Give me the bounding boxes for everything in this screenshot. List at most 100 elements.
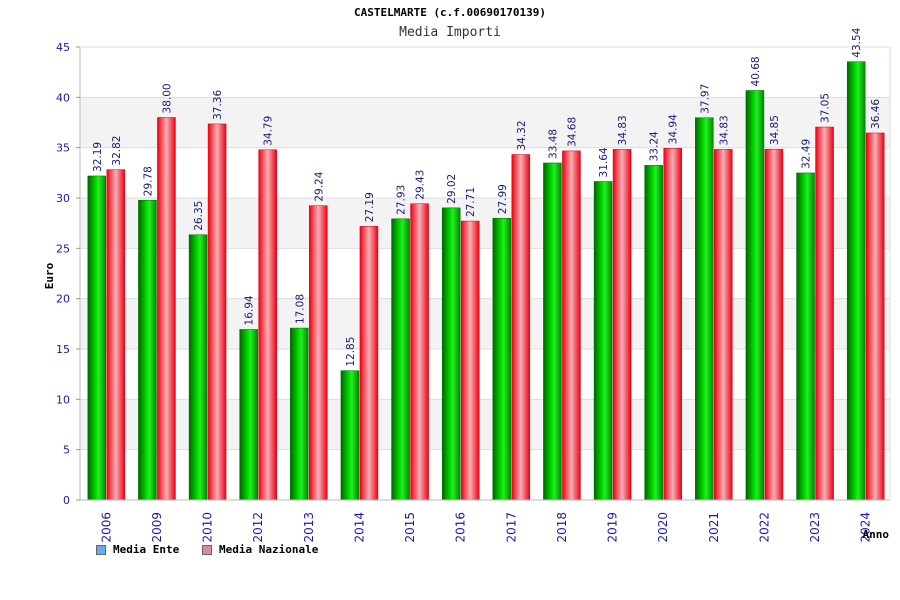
bars-group — [87, 61, 885, 501]
y-tick-label: 0 — [63, 494, 70, 507]
y-tick-label: 5 — [63, 444, 70, 457]
bar-media-nazionale-2023 — [815, 126, 834, 501]
legend-label-media-ente: Media Ente — [113, 543, 180, 556]
legend-swatch-media-ente — [96, 544, 106, 555]
y-axis-label: Euro — [43, 262, 56, 289]
value-label: 29.43 — [415, 170, 427, 200]
value-label: 37.05 — [820, 93, 832, 123]
x-tick-label: 2021 — [707, 512, 721, 543]
bar-media-ente-2016 — [441, 207, 461, 501]
bar-media-ente-2012 — [239, 329, 258, 501]
bar-media-ente-2009 — [138, 199, 157, 501]
bar-media-nazionale-2016 — [460, 220, 480, 501]
y-tick-label: 10 — [56, 393, 70, 406]
x-tick-label: 2014 — [352, 512, 366, 543]
bar-media-nazionale-2010 — [207, 123, 227, 501]
value-label: 16.94 — [244, 295, 256, 325]
value-label: 43.54 — [851, 27, 863, 57]
bar-media-nazionale-2021 — [714, 149, 733, 501]
value-label: 29.24 — [313, 171, 325, 201]
bar-media-ente-2006 — [87, 175, 107, 501]
bar-media-nazionale-2014 — [359, 226, 379, 501]
x-tick-label: 2020 — [656, 512, 670, 543]
value-label: 32.49 — [801, 139, 813, 169]
value-label: 36.46 — [870, 99, 882, 129]
bar-media-ente-2022 — [745, 90, 765, 501]
plot-band — [80, 47, 890, 98]
chart-title: CASTELMARTE (c.f.00690170139) — [353, 6, 547, 19]
bar-media-nazionale-2015 — [410, 203, 429, 501]
y-tick-label: 15 — [56, 343, 70, 356]
value-label: 29.02 — [446, 174, 458, 204]
x-tick-label: 2013 — [302, 512, 316, 543]
value-label: 29.78 — [142, 166, 154, 196]
bar-media-nazionale-2019 — [612, 149, 632, 501]
bar-media-ente-2024 — [846, 61, 866, 501]
value-label: 33.24 — [649, 131, 661, 161]
x-tick-labels: 2006 2009 2010 2012 2013 2014 2015 2016 2017 2018… — [99, 512, 872, 543]
axes — [79, 46, 891, 501]
value-label: 27.71 — [465, 187, 477, 217]
bar-media-nazionale-2018 — [562, 150, 581, 501]
value-labels: 32.19 32.82 29.78 38.00 26.35 37.36 16.94 34.79… — [92, 27, 882, 366]
bar-media-ente-2020 — [644, 165, 663, 501]
bar-media-nazionale-2020 — [663, 148, 682, 501]
bar-media-ente-2013 — [290, 327, 309, 501]
value-label: 34.83 — [718, 115, 730, 145]
bar-media-nazionale-2009 — [157, 117, 176, 501]
value-label: 31.64 — [598, 147, 610, 177]
value-label: 37.36 — [212, 90, 224, 120]
bar-media-nazionale-2012 — [258, 149, 277, 501]
value-label: 33.48 — [547, 129, 559, 159]
y-tick-label: 45 — [56, 41, 70, 54]
bar-media-nazionale-2017 — [511, 154, 531, 501]
value-label: 32.82 — [111, 136, 123, 166]
bar-media-nazionale-2013 — [309, 205, 328, 501]
bar-media-ente-2019 — [593, 181, 613, 501]
value-label: 26.35 — [193, 201, 205, 231]
legend-label-media-nazionale: Media Nazionale — [219, 543, 319, 556]
y-tick-label: 40 — [56, 91, 70, 104]
value-label: 38.00 — [161, 83, 173, 113]
value-label: 34.32 — [516, 120, 528, 150]
bar-media-nazionale-2024 — [865, 132, 885, 501]
bar-media-nazionale-2022 — [764, 148, 784, 501]
value-label: 27.19 — [364, 192, 376, 222]
x-tick-label: 2010 — [201, 512, 215, 543]
x-tick-label: 2019 — [606, 512, 620, 543]
value-label: 40.68 — [750, 56, 762, 86]
bar-media-ente-2017 — [492, 217, 512, 501]
x-tick-label: 2006 — [99, 512, 113, 543]
value-label: 17.08 — [294, 294, 306, 324]
value-label: 34.94 — [668, 114, 680, 144]
x-tick-label: 2017 — [504, 512, 518, 543]
bar-media-nazionale-2006 — [106, 169, 126, 501]
legend-item-media-ente: Media Ente — [96, 543, 179, 556]
bar-media-ente-2018 — [543, 162, 562, 501]
y-tick-label: 35 — [56, 142, 70, 155]
value-label: 34.79 — [263, 116, 275, 146]
legend-item-media-nazionale: Media Nazionale — [202, 543, 318, 556]
bar-media-ente-2014 — [340, 370, 360, 501]
chart-subtitle: Media Importi — [399, 25, 501, 40]
value-label: 34.85 — [769, 115, 781, 145]
value-label: 27.99 — [497, 184, 509, 214]
bar-media-ente-2023 — [796, 172, 815, 501]
y-tick-labels: 0 5 10 15 20 25 30 35 40 45 — [56, 41, 80, 507]
legend-swatch-media-nazionale — [202, 544, 212, 555]
x-tick-label: 2018 — [555, 512, 569, 543]
x-tick-label: 2023 — [808, 512, 822, 543]
x-tick-label: 2012 — [251, 512, 265, 543]
value-label: 27.93 — [396, 185, 408, 215]
bar-media-ente-2021 — [695, 117, 714, 501]
x-tick-label: 2015 — [403, 512, 417, 543]
y-tick-label: 25 — [56, 242, 70, 255]
value-label: 12.85 — [345, 337, 357, 367]
y-tick-label: 30 — [56, 192, 70, 205]
value-label: 34.83 — [617, 115, 629, 145]
value-label: 32.19 — [92, 142, 104, 172]
x-tick-label: 2016 — [454, 512, 468, 543]
value-label: 34.68 — [566, 117, 578, 147]
x-tick-label: 2022 — [757, 512, 771, 543]
bar-media-ente-2010 — [188, 234, 208, 501]
